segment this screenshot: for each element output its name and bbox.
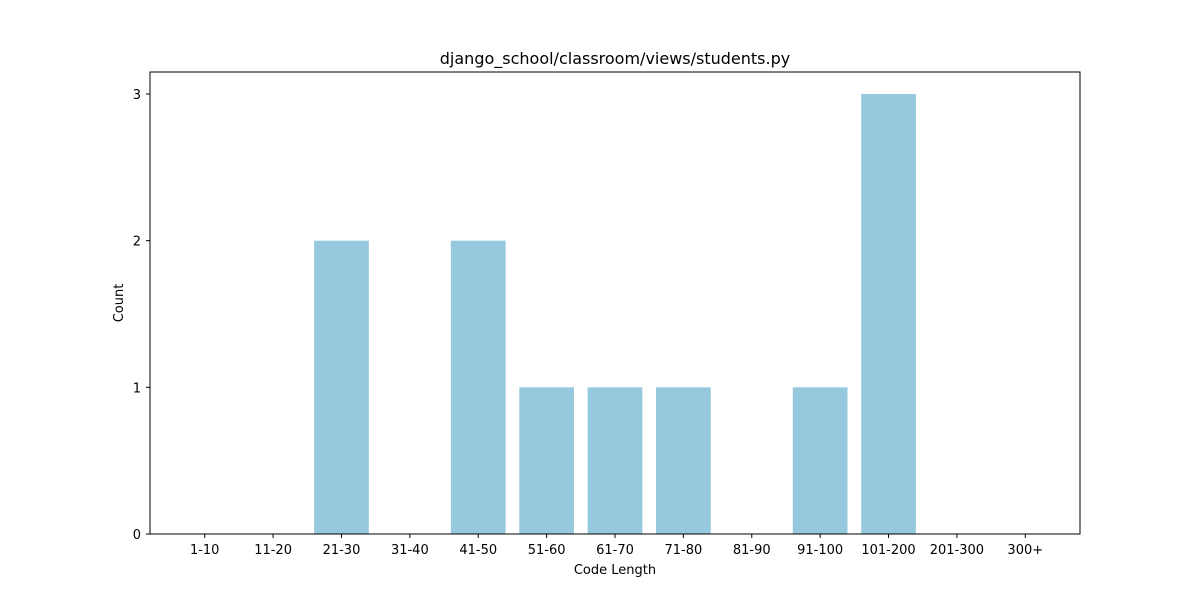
x-tick-label: 91-100 [797, 543, 843, 558]
x-tick-label: 101-200 [861, 543, 915, 558]
x-tick-label: 31-40 [391, 543, 429, 558]
x-tick-label: 71-80 [664, 543, 702, 558]
x-tick-label: 300+ [1007, 543, 1043, 558]
x-tick-label: 201-300 [930, 543, 984, 558]
bars-group [314, 94, 916, 535]
bar-61-70 [587, 387, 643, 534]
y-axis-label: Count [112, 284, 127, 323]
y-tick-label: 1 [133, 381, 141, 396]
x-axis-label: Code Length [574, 563, 656, 578]
bar-51-60 [519, 387, 574, 534]
x-tick-label: 1-10 [190, 543, 220, 558]
bar-101-200 [861, 94, 916, 534]
bar-71-80 [656, 387, 711, 534]
y-tick-label: 0 [133, 528, 141, 543]
y-tick-label: 3 [133, 88, 141, 103]
chart-title: django_school/classroom/views/students.p… [440, 49, 790, 69]
bar-21-30 [314, 240, 369, 535]
x-tick-label: 41-50 [459, 543, 497, 558]
x-tick-label: 61-70 [596, 543, 634, 558]
bar-41-50 [450, 240, 506, 535]
x-tick-label: 11-20 [254, 543, 292, 558]
y-axis: 0 1 2 3 [133, 88, 150, 543]
x-tick-label: 21-30 [323, 543, 361, 558]
bar-91-100 [792, 387, 848, 534]
x-axis: 1-10 11-20 21-30 31-40 41-50 51-60 61-70 71-80 8… [190, 534, 1043, 558]
x-tick-label: 81-90 [733, 543, 771, 558]
x-tick-label: 51-60 [528, 543, 566, 558]
y-tick-label: 2 [133, 235, 141, 250]
